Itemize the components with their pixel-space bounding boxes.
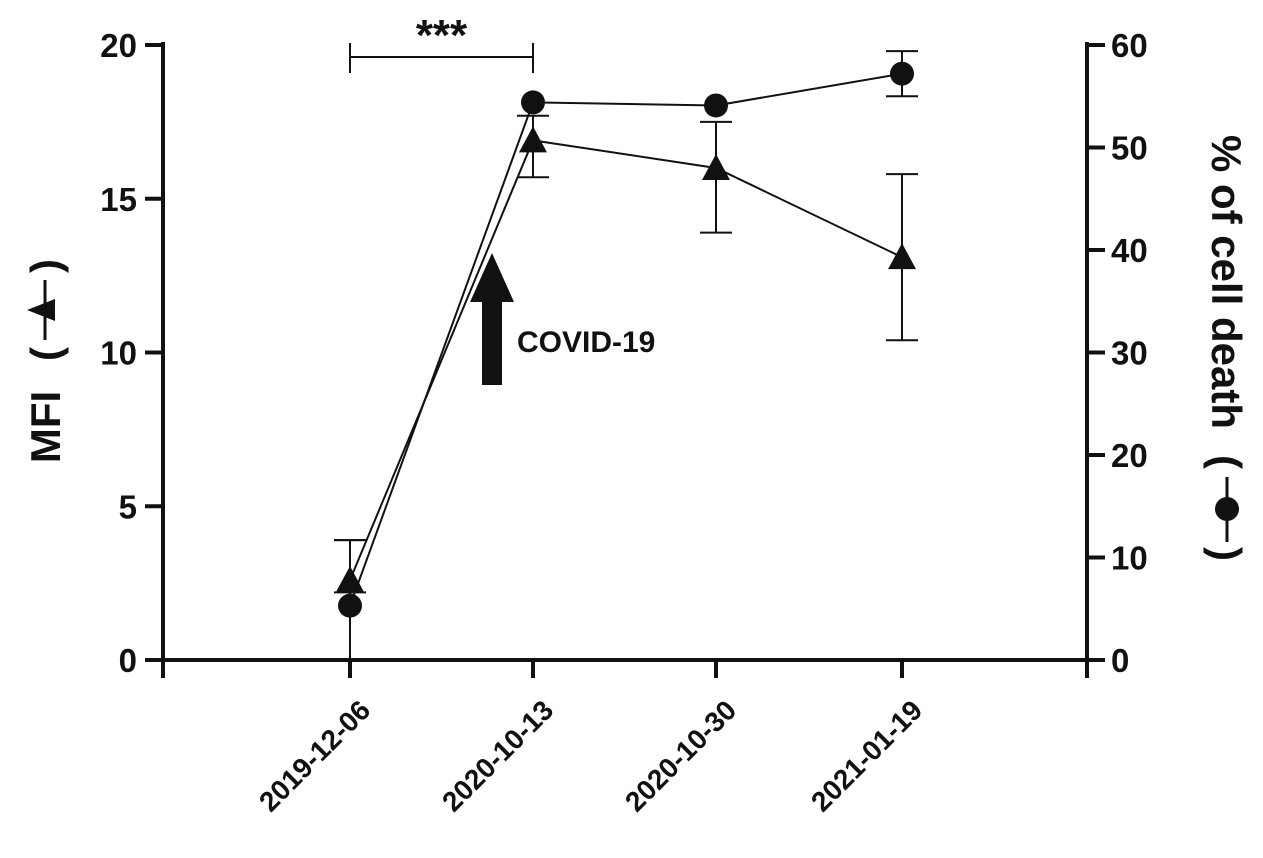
left-axis-title-group: MFI () [22, 259, 69, 463]
right-legend-paren-close: ) [1203, 547, 1250, 561]
right-tick-label: 50 [1111, 130, 1148, 167]
right-tick-label: 30 [1111, 335, 1148, 372]
circle-point [521, 90, 545, 115]
left-legend-paren-open: ( [22, 347, 69, 361]
arrow-up-icon [470, 253, 514, 302]
circle-marker-icon [1215, 497, 1239, 521]
circle-point [338, 593, 362, 618]
triangle-point [519, 126, 547, 153]
axes-layer: 0 5 10 15 20 0 10 20 30 40 50 60 2019-12-06 2020-10-1… [22, 27, 1250, 818]
covid-arrow-shaft [482, 300, 502, 385]
triangle-point [888, 243, 916, 270]
right-legend-paren-open: ( [1203, 455, 1250, 469]
circle-series [334, 50, 918, 661]
right-tick-label: 0 [1111, 642, 1129, 679]
event-label: COVID-19 [517, 326, 655, 359]
left-axis-title: MFI [22, 391, 69, 463]
left-tick-label: 0 [119, 642, 137, 679]
left-legend-paren-close: ) [22, 259, 69, 273]
left-tick-label: 10 [100, 335, 137, 372]
right-tick-label: 10 [1111, 540, 1148, 577]
series-line [349, 139, 903, 581]
right-tick-label: 20 [1111, 437, 1148, 474]
left-tick-label: 20 [100, 27, 137, 64]
triangle-point [702, 154, 730, 180]
circle-point [704, 93, 728, 118]
left-tick-label: 5 [119, 488, 137, 525]
right-axis-title: % of cell death [1203, 135, 1250, 429]
x-category-label: 2020-10-30 [619, 694, 742, 817]
series-layer [334, 50, 918, 661]
x-category-label: 2021-01-19 [805, 694, 928, 817]
right-tick-label: 40 [1111, 232, 1148, 269]
annotation-layer: *** COVID-19 [349, 11, 655, 385]
significance-label: *** [416, 11, 468, 60]
right-tick-label: 60 [1111, 27, 1148, 64]
x-category-label: 2020-10-13 [436, 694, 559, 817]
series-line [349, 72, 903, 607]
left-tick-label: 15 [100, 181, 137, 218]
x-category-label: 2019-12-06 [253, 694, 376, 817]
right-axis-title-group: % of cell death () [1203, 135, 1250, 561]
triangle-marker-icon [27, 299, 55, 321]
circle-point [890, 61, 914, 86]
